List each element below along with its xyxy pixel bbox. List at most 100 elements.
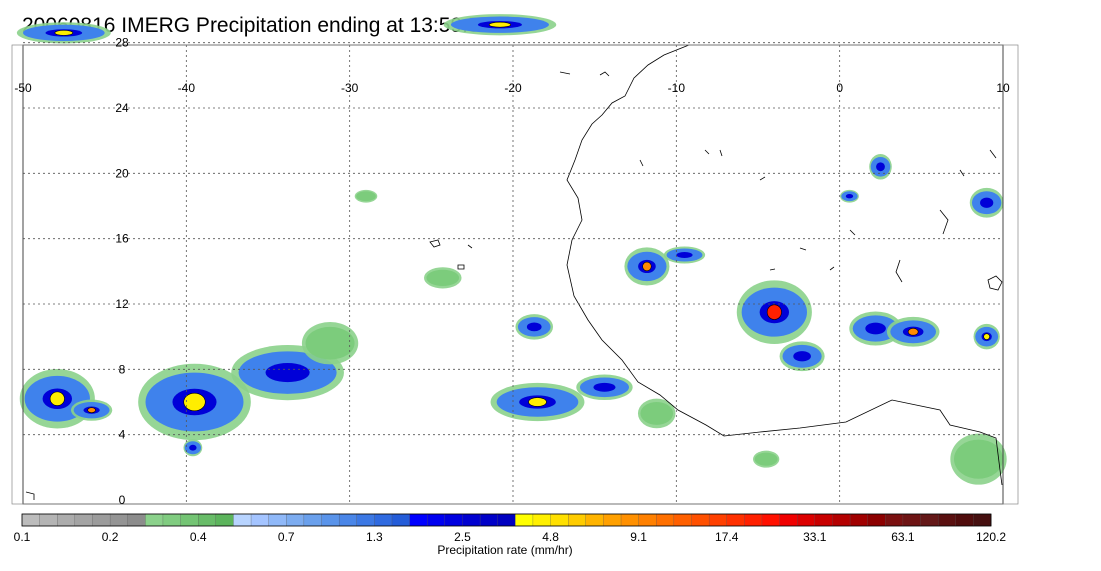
colorbar-swatch <box>57 513 76 527</box>
precip-cell-intense <box>265 363 310 383</box>
colorbar-swatch <box>303 513 322 527</box>
precip-cell-core <box>183 392 206 412</box>
colorbar-swatch <box>779 513 798 527</box>
lon-tick-label: 0 <box>836 81 843 95</box>
outer-frame <box>11 44 1019 505</box>
colorbar-swatch <box>708 513 728 527</box>
coastline-layer <box>25 44 1003 500</box>
colorbar-swatch <box>21 513 41 527</box>
colorbar-swatch <box>532 513 551 527</box>
colorbar-tick-label: 0.4 <box>190 530 207 544</box>
precipitation-layer <box>16 14 1007 485</box>
lon-tick-label: -40 <box>178 81 196 95</box>
precip-cell <box>356 191 376 202</box>
colorbar-swatch <box>744 513 763 527</box>
colorbar-swatch <box>74 513 93 527</box>
precip-cell <box>640 402 674 425</box>
colorbar-tick-label: 1.3 <box>366 530 383 544</box>
colorbar-swatch <box>832 513 851 527</box>
colorbar-frame <box>21 513 992 527</box>
precip-cell-intense <box>845 193 854 199</box>
colorbar-swatch <box>479 513 499 527</box>
colorbar-swatch <box>39 513 58 527</box>
atlantic-island-fragment <box>25 71 610 500</box>
precip-cell-intense <box>980 197 994 208</box>
colorbar-swatch <box>885 513 904 527</box>
precip-cell-intense <box>593 382 616 392</box>
colorbar-swatch <box>920 513 939 527</box>
colorbar-swatch <box>215 513 234 527</box>
colorbar-swatch <box>127 513 146 527</box>
colorbar-swatch <box>180 513 199 527</box>
precip-cell-core <box>907 328 919 336</box>
colorbar-swatch <box>691 513 710 527</box>
precip-cell-intense <box>865 322 886 335</box>
colorbar-swatch <box>814 513 833 527</box>
colorbar-swatch <box>603 513 622 527</box>
colorbar-swatch <box>585 513 604 527</box>
colorbar-tick-label: 33.1 <box>803 530 827 544</box>
colorbar-tick-label: 0.2 <box>102 530 119 544</box>
precip-cell-core <box>49 391 65 406</box>
precip-cell-core <box>528 397 547 407</box>
lat-tick-label: 0 <box>119 493 126 507</box>
precip-cell-intense <box>793 351 811 362</box>
colorbar-tick-label: 4.8 <box>542 530 559 544</box>
colorbar-swatch <box>356 513 375 527</box>
colorbar-swatch <box>145 513 164 527</box>
lon-tick-label: -20 <box>504 81 522 95</box>
colorbar-swatch <box>955 513 974 527</box>
colorbar-swatch <box>374 513 393 527</box>
lake-chad-outline <box>987 275 1003 291</box>
colorbar-swatch <box>268 513 287 527</box>
precip-cell <box>305 326 355 360</box>
colorbar-swatch <box>937 513 957 527</box>
colorbar-swatch <box>673 513 692 527</box>
lat-tick-label: 12 <box>115 297 129 311</box>
precip-cell-intense <box>526 322 542 332</box>
colorbar-swatch <box>497 513 516 527</box>
colorbar-swatch <box>761 513 781 527</box>
colorbar-tick-label: 0.7 <box>278 530 295 544</box>
precip-cell-intense <box>189 444 197 451</box>
west-africa-coastline <box>566 44 1003 486</box>
precip-cell-core <box>87 407 96 413</box>
colorbar-swatch <box>92 513 111 527</box>
colorbar-swatch <box>515 513 534 527</box>
colorbar: 0.1 0.2 0.4 0.7 1.3 2.5 4.8 9.1 17.4 33.1 63.1 120.… <box>14 513 1006 544</box>
colorbar-swatch <box>462 513 481 527</box>
inland-border-fragment <box>639 149 997 283</box>
precip-cell-core <box>642 261 652 272</box>
colorbar-swatch <box>973 513 992 527</box>
colorbar-tick-label: 0.1 <box>14 530 31 544</box>
colorbar-tick-label: 120.2 <box>976 530 1006 544</box>
colorbar-swatch <box>656 513 675 527</box>
colorbar-swatch <box>391 513 411 527</box>
colorbar-swatch <box>849 513 869 527</box>
lat-tick-label: 24 <box>115 101 129 115</box>
colorbar-swatch <box>638 513 657 527</box>
lon-tick-label: -50 <box>14 81 32 95</box>
colorbar-tick-label: 9.1 <box>630 530 647 544</box>
lon-tick-label: -30 <box>341 81 359 95</box>
lat-tick-label: 4 <box>119 428 126 442</box>
colorbar-tick-label: 17.4 <box>715 530 739 544</box>
colorbar-tick-label: 63.1 <box>891 530 915 544</box>
precip-cell <box>954 439 1003 479</box>
colorbar-swatch <box>444 513 463 527</box>
colorbar-label: Precipitation rate (mm/hr) <box>437 543 573 557</box>
lat-tick-label: 20 <box>115 166 129 180</box>
precip-cell-core <box>54 30 74 36</box>
precip-cell-core <box>488 21 512 28</box>
colorbar-swatch <box>233 513 252 527</box>
colorbar-swatch <box>550 513 569 527</box>
colorbar-swatch <box>250 513 270 527</box>
lat-tick-label: 16 <box>115 232 129 246</box>
lat-tick-label: 28 <box>115 36 129 50</box>
colorbar-swatch <box>321 513 340 527</box>
colorbar-tick-label: 2.5 <box>454 530 471 544</box>
precip-cell-core <box>766 304 782 320</box>
lon-tick-label: -10 <box>668 81 686 95</box>
lon-tick-label: 10 <box>996 81 1010 95</box>
